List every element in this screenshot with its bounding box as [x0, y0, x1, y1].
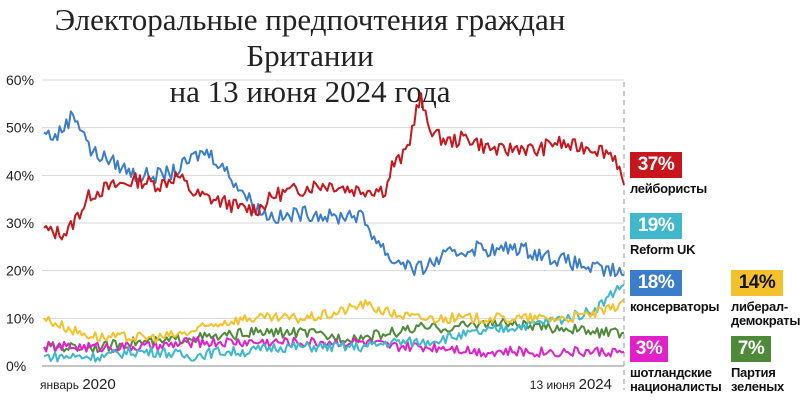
label-snp: шотландские националисты [630, 365, 722, 394]
series-lines [43, 92, 625, 363]
x-end-label: 13 июня 2024 [530, 376, 612, 393]
badge-conservatives: 18% [630, 270, 682, 296]
series-line-2 [43, 110, 625, 278]
label-conservatives: консерваторы [630, 299, 720, 314]
label-reform: Reform UK [630, 242, 696, 257]
x-axis-labels: январь 2020 13 июня 2024 [40, 376, 612, 393]
label-labour: лейбористы [630, 181, 707, 196]
y-tick-label: 40% [6, 167, 34, 183]
chart-title: Электоральные предпочтения граждан Брита… [54, 2, 566, 109]
y-axis-ticks: 0% 10% 20% 30% 40% 50% 60% [6, 72, 34, 374]
badge-greens: 7% [731, 336, 771, 362]
y-tick-label: 20% [6, 263, 34, 279]
y-tick-label: 60% [6, 72, 34, 88]
series-line-4 [43, 317, 625, 354]
y-tick-label: 10% [6, 310, 34, 326]
badge-reform: 19% [630, 213, 682, 239]
y-tick-label: 30% [6, 215, 34, 231]
y-tick-label: 50% [6, 120, 34, 136]
y-tick-label: 0% [6, 358, 26, 374]
x-start-label: январь 2020 [40, 376, 116, 393]
series-line-3 [43, 298, 625, 344]
series-line-1 [43, 284, 625, 363]
series-line-0 [43, 92, 625, 241]
badge-labour: 37% [630, 152, 682, 178]
badge-libdem: 14% [731, 270, 783, 296]
label-libdem: либерал-демократы [731, 299, 800, 328]
badge-snp: 3% [630, 336, 668, 362]
label-greens: Партия зеленых [731, 365, 784, 394]
